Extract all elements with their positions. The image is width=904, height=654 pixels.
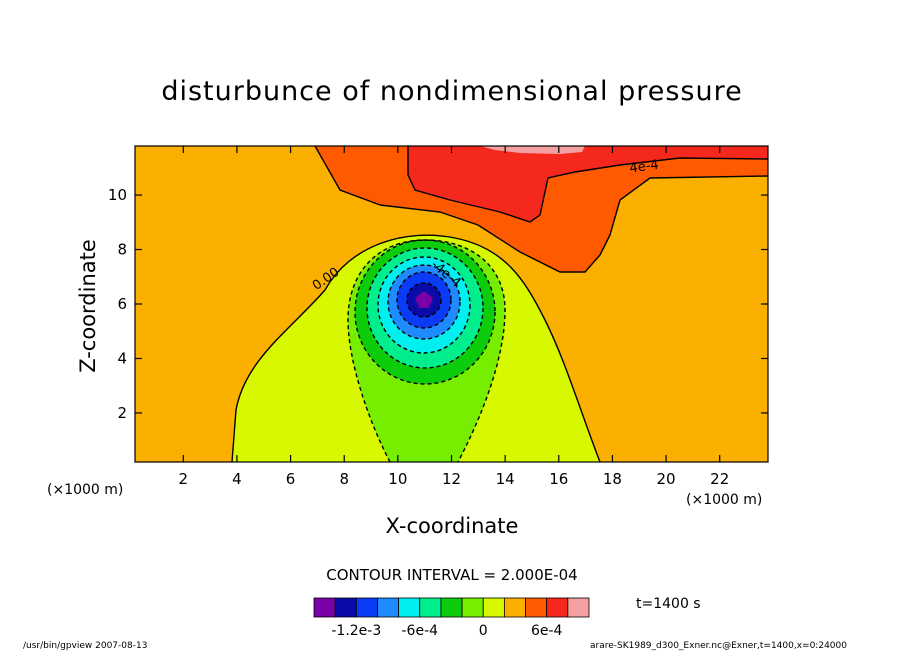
contour-label: 4e-4 xyxy=(629,158,660,177)
contour-line-4e-4 xyxy=(407,146,768,223)
footer-source-file: arare-SK1989_d300_Exner.nc@Exner,t=1400,… xyxy=(590,641,847,651)
contour-interval-label: CONTOUR INTERVAL = 2.000E-04 xyxy=(326,566,578,584)
colorbar-swatch xyxy=(546,597,569,618)
colorbar-swatch xyxy=(355,597,378,618)
colorbar-swatch xyxy=(567,597,590,618)
colorbar-swatch xyxy=(419,597,442,618)
colorbar-swatch xyxy=(313,597,336,618)
colorbar-label: -1.2e-3 xyxy=(331,623,381,639)
colorbar-swatch xyxy=(503,597,526,618)
x-tick-label: 14 xyxy=(496,470,515,488)
y-tick-label: 10 xyxy=(108,186,127,204)
colorbar-swatch xyxy=(525,597,548,618)
x-tick-label: 18 xyxy=(603,470,622,488)
x-tick-label: 8 xyxy=(339,470,349,488)
colorbar-label: 0 xyxy=(479,623,488,639)
x-tick-label: 4 xyxy=(232,470,242,488)
y-axis-label: Z-coordinate xyxy=(76,239,100,373)
x-axis-unit-left: (×1000 m) xyxy=(47,482,124,498)
contour-fill-4e-4-to-6e-4 xyxy=(408,146,768,222)
negative-contour-lines xyxy=(347,239,506,462)
contour-fill-layers xyxy=(135,146,768,462)
y-axis-ticks: 2 4 6 8 10 xyxy=(108,186,768,422)
x-tick-label: 10 xyxy=(388,470,407,488)
x-tick-label: 12 xyxy=(442,470,461,488)
y-tick-label: 8 xyxy=(117,241,127,259)
contour-line-neg-6e-4 xyxy=(366,247,484,369)
contour-line-neg-2e-4 xyxy=(347,239,506,462)
colorbar-swatch xyxy=(461,597,484,618)
contour-line-neg-1-4e-3 xyxy=(406,282,442,318)
x-tick-label: 16 xyxy=(549,470,568,488)
colorbar-swatch xyxy=(398,597,421,618)
colorbar: -1.2e-3 -6e-4 0 6e-4 xyxy=(313,597,590,639)
y-tick-label: 4 xyxy=(117,349,127,367)
contour-line-2e-4 xyxy=(314,146,768,273)
x-tick-label: 22 xyxy=(710,470,729,488)
colorbar-swatch xyxy=(440,597,463,618)
contour-line-neg-1e-3 xyxy=(387,264,461,340)
chart-title: disturbunce of nondimensional pressure xyxy=(161,76,743,107)
colorbar-label: -6e-4 xyxy=(402,623,439,639)
time-label: t=1400 s xyxy=(636,596,701,612)
contour-line-neg-1-2e-3 xyxy=(396,271,452,329)
x-axis-unit-right: (×1000 m) xyxy=(686,492,763,508)
colorbar-swatch xyxy=(482,597,505,618)
contour-lines xyxy=(231,146,768,462)
footer-program-date: /usr/bin/gpview 2007-08-13 xyxy=(23,641,148,651)
contour-line-neg-8e-4 xyxy=(377,256,471,354)
contour-fill-minimum xyxy=(415,291,433,308)
colorbar-label: 6e-4 xyxy=(531,623,563,639)
y-tick-label: 2 xyxy=(117,404,127,422)
x-axis-label: X-coordinate xyxy=(385,514,519,538)
contour-line-neg-4e-4 xyxy=(354,239,496,385)
x-tick-label: 20 xyxy=(657,470,676,488)
colorbar-swatch xyxy=(334,597,357,618)
x-tick-label: 6 xyxy=(286,470,296,488)
colorbar-swatch xyxy=(377,597,400,618)
contour-line-zero xyxy=(231,234,601,462)
x-axis-ticks: 2 4 6 8 10 12 14 16 18 20 22 xyxy=(179,146,729,488)
x-tick-label: 2 xyxy=(179,470,189,488)
y-tick-label: 6 xyxy=(117,295,127,313)
